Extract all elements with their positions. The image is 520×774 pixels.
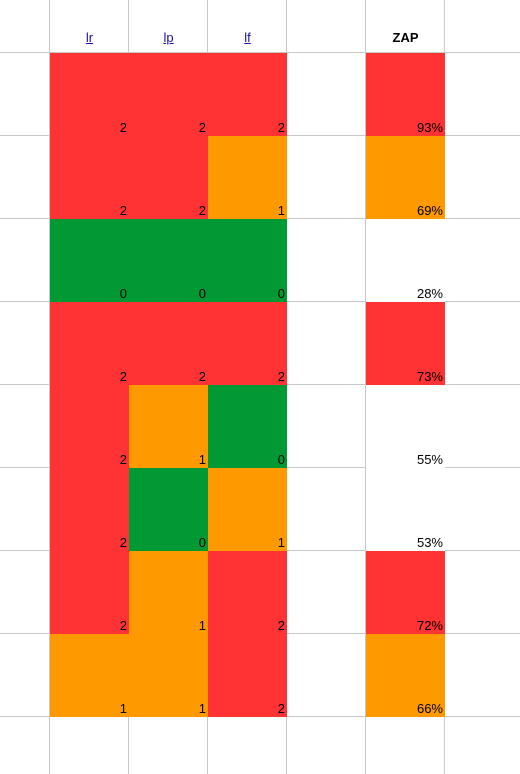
- cell-lr[interactable]: 2: [50, 468, 129, 551]
- cell-lf[interactable]: 0: [208, 385, 287, 468]
- cell-lr[interactable]: 2: [50, 53, 129, 136]
- cell-value: 2: [119, 618, 127, 633]
- cell-value: 1: [198, 618, 206, 633]
- cell-value: 2: [277, 369, 285, 384]
- cell-value: 1: [198, 701, 206, 716]
- cell-zap[interactable]: 66%: [366, 634, 445, 717]
- cell-value: 1: [277, 203, 285, 218]
- cell-lr[interactable]: 2: [50, 551, 129, 634]
- cell-value: 1: [198, 452, 206, 467]
- gridline: [49, 0, 50, 774]
- zap-value: 66%: [416, 701, 443, 716]
- cell-lp[interactable]: 2: [129, 302, 208, 385]
- cell-value: 0: [277, 286, 285, 301]
- cell-value: 2: [119, 120, 127, 135]
- cell-lf[interactable]: 0: [208, 219, 287, 302]
- cell-lf[interactable]: 2: [208, 302, 287, 385]
- header-lp[interactable]: lp: [163, 30, 174, 45]
- cell-zap[interactable]: 93%: [366, 53, 445, 136]
- cell-value: 2: [277, 120, 285, 135]
- zap-value: 72%: [416, 618, 443, 633]
- cell-value: 2: [119, 369, 127, 384]
- cell-lp[interactable]: 2: [129, 136, 208, 219]
- cell-lr[interactable]: 2: [50, 136, 129, 219]
- cell-zap[interactable]: 73%: [366, 302, 445, 385]
- cell-lp[interactable]: 0: [129, 468, 208, 551]
- cell-lf[interactable]: 2: [208, 634, 287, 717]
- cell-value: 2: [198, 120, 206, 135]
- cell-lr[interactable]: 1: [50, 634, 129, 717]
- cell-value: 0: [198, 286, 206, 301]
- cell-zap[interactable]: 53%: [366, 468, 445, 551]
- cell-lf[interactable]: 2: [208, 551, 287, 634]
- cell-value: 2: [277, 618, 285, 633]
- cell-lf[interactable]: 1: [208, 136, 287, 219]
- cell-value: 2: [277, 701, 285, 716]
- cell-lr[interactable]: 0: [50, 219, 129, 302]
- cell-value: 1: [119, 701, 127, 716]
- cell-lr[interactable]: 2: [50, 385, 129, 468]
- cell-value: 2: [119, 203, 127, 218]
- cell-value: 0: [119, 286, 127, 301]
- header-lr[interactable]: lr: [85, 30, 94, 45]
- header-zap: ZAP: [392, 30, 419, 45]
- cell-lp[interactable]: 1: [129, 385, 208, 468]
- cell-value: 2: [119, 535, 127, 550]
- gridline: [365, 0, 366, 774]
- cell-value: 0: [198, 535, 206, 550]
- zap-value: 93%: [416, 120, 443, 135]
- cell-value: 2: [119, 452, 127, 467]
- header-lf[interactable]: lf: [244, 30, 251, 45]
- cell-lr[interactable]: 2: [50, 302, 129, 385]
- cell-value: 2: [198, 203, 206, 218]
- cell-zap[interactable]: 28%: [366, 219, 445, 302]
- cell-lf[interactable]: 2: [208, 53, 287, 136]
- gridline: [0, 52, 520, 53]
- cell-zap[interactable]: 72%: [366, 551, 445, 634]
- cell-lp[interactable]: 0: [129, 219, 208, 302]
- cell-value: 2: [198, 369, 206, 384]
- cell-lp[interactable]: 2: [129, 53, 208, 136]
- zap-value: 55%: [416, 452, 443, 467]
- zap-value: 53%: [416, 535, 443, 550]
- cell-lp[interactable]: 1: [129, 634, 208, 717]
- zap-value: 28%: [416, 286, 443, 301]
- cell-value: 0: [277, 452, 285, 467]
- zap-value: 73%: [416, 369, 443, 384]
- cell-zap[interactable]: 55%: [366, 385, 445, 468]
- cell-lf[interactable]: 1: [208, 468, 287, 551]
- cell-zap[interactable]: 69%: [366, 136, 445, 219]
- zap-value: 69%: [416, 203, 443, 218]
- cell-lp[interactable]: 1: [129, 551, 208, 634]
- cell-value: 1: [277, 535, 285, 550]
